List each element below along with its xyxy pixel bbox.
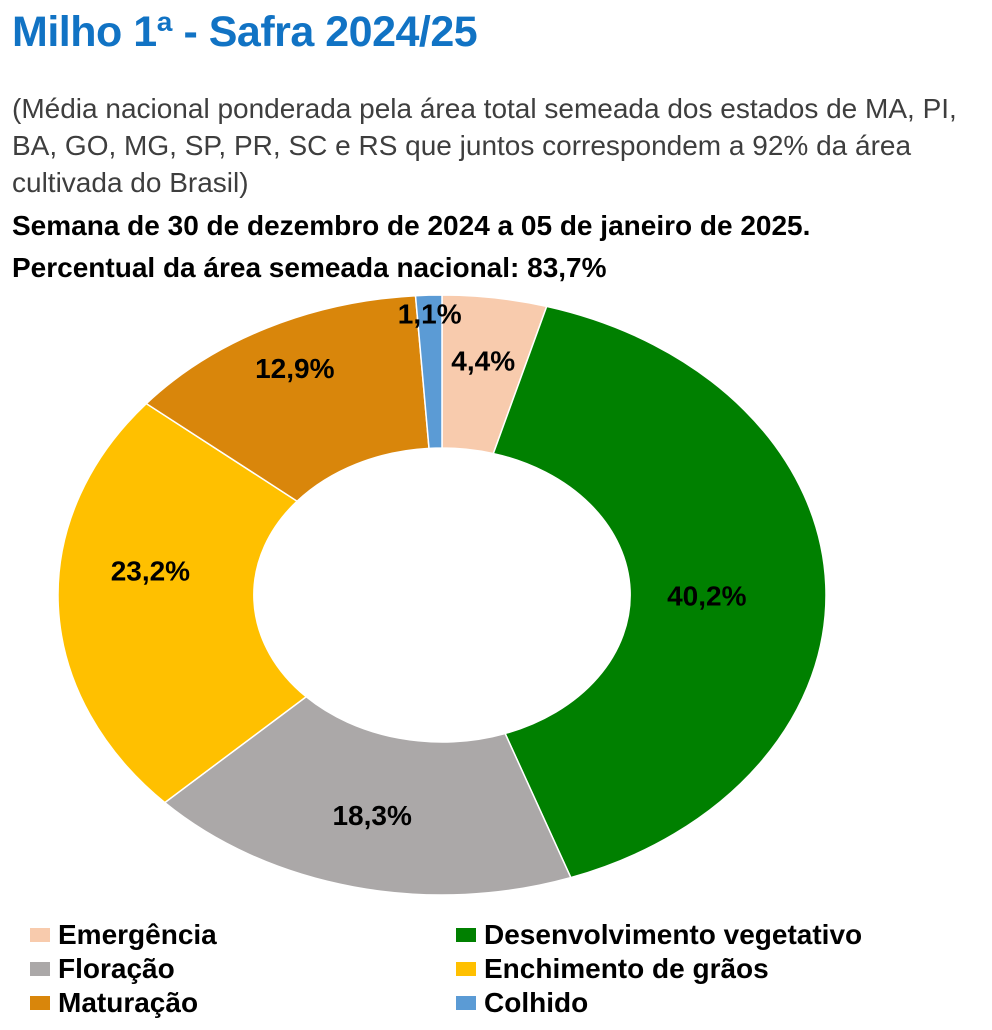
pie-slice-colhido <box>414 294 443 450</box>
page-title: Milho 1ª - Safra 2024/25 <box>12 8 478 56</box>
header-text-block: Milho 1ª - Safra 2024/25 (Média nacional… <box>0 0 992 287</box>
legend-color-swatch-desenvolvimento-vegetativo <box>456 928 476 942</box>
chart-subtitle-note: (Média nacional ponderada pela área tota… <box>12 93 957 198</box>
legend-label-desenvolvimento-vegetativo: Desenvolvimento vegetativo <box>484 919 863 950</box>
legend-item-maturacao: Maturação <box>30 987 456 1018</box>
pie-slice-enchimento-de-graos <box>57 402 308 804</box>
legend-color-swatch-enchimento-de-graos <box>456 962 476 976</box>
legend-color-swatch-emergencia <box>30 928 50 942</box>
legend-item-floracao: Floração <box>30 953 456 984</box>
donut-chart: 4,4% 40,2% 18,3% 23,2% 12,9% 1,1% <box>57 294 827 896</box>
legend-color-swatch-colhido <box>456 996 476 1010</box>
slice-value-label-floracao: 18,3% <box>332 800 411 831</box>
legend-label-floracao: Floração <box>58 953 175 984</box>
pie-slice-floracao <box>163 695 572 896</box>
slice-value-label-maturacao: 12,9% <box>255 353 334 384</box>
legend-item-colhido: Colhido <box>456 987 992 1018</box>
legend-color-swatch-floracao <box>30 962 50 976</box>
legend-label-colhido: Colhido <box>484 987 589 1018</box>
pie-slice-desenvolvimento-vegetativo <box>492 305 827 879</box>
legend-item-desenvolvimento-vegetativo: Desenvolvimento vegetativo <box>456 919 992 950</box>
legend-item-emergencia: Emergência <box>30 919 456 950</box>
pie-slice-maturacao <box>145 294 430 503</box>
legend-label-maturacao: Maturação <box>58 987 199 1018</box>
legend-item-enchimento-de-graos: Enchimento de grãos <box>456 953 992 984</box>
legend-color-swatch-maturacao <box>30 996 50 1010</box>
week-range-line: Semana de 30 de dezembro de 2024 a 05 de… <box>12 210 811 241</box>
slice-value-label-emergencia: 4,4% <box>451 346 515 377</box>
slice-value-label-colhido: 1,1% <box>398 299 462 330</box>
chart-legend: Emergência Desenvolvimento vegetativo Flor… <box>30 919 992 1018</box>
slice-value-label-desenvolvimento-vegetativo: 40,2% <box>667 581 746 612</box>
legend-label-emergencia: Emergência <box>58 919 217 950</box>
legend-label-enchimento-de-graos: Enchimento de grãos <box>484 953 769 984</box>
sown-percentage-line: Percentual da área semeada nacional: 83,… <box>12 252 607 283</box>
slice-value-label-enchimento-de-graos: 23,2% <box>111 556 190 587</box>
